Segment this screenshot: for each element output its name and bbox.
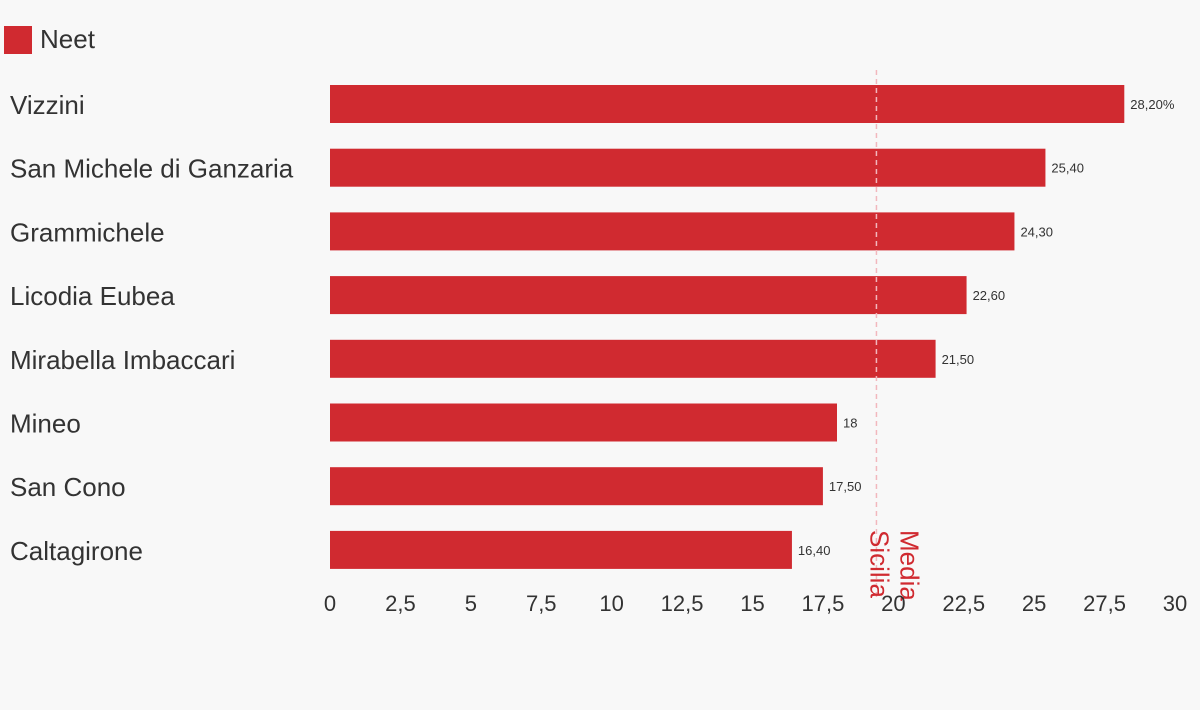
x-tick-label: 20 — [881, 591, 905, 616]
x-tick-label: 17,5 — [802, 591, 845, 616]
bar — [330, 467, 823, 506]
category-label: Caltagirone — [10, 536, 143, 566]
data-label: 16,40 — [798, 543, 831, 558]
bar — [330, 85, 1125, 123]
bar — [330, 148, 1046, 187]
data-label: 17,50 — [829, 479, 862, 494]
category-label: Licodia Eubea — [10, 281, 175, 311]
data-label: 18 — [843, 416, 857, 431]
category-label: Mineo — [10, 409, 81, 439]
x-tick-label: 15 — [740, 591, 764, 616]
legend-label: Neet — [40, 24, 95, 54]
x-tick-label: 25 — [1022, 591, 1046, 616]
bar — [330, 403, 837, 442]
x-tick-label: 0 — [324, 591, 336, 616]
x-tick-label: 7,5 — [526, 591, 557, 616]
data-label: 28,20% — [1130, 97, 1175, 112]
legend-swatch — [4, 25, 32, 54]
bar — [330, 212, 1015, 251]
bar — [330, 530, 792, 569]
data-label: 24,30 — [1020, 224, 1053, 239]
category-label: Mirabella Imbaccari — [10, 345, 235, 375]
x-tick-label: 5 — [465, 591, 477, 616]
x-tick-label: 2,5 — [385, 591, 416, 616]
category-label: San Cono — [10, 472, 126, 502]
data-label: 22,60 — [973, 288, 1006, 303]
reference-label: Sicilia — [864, 530, 894, 598]
reference-label: Media — [894, 530, 924, 601]
x-tick-label: 22,5 — [942, 591, 985, 616]
legend: Neet — [4, 24, 95, 55]
x-tick-label: 30 — [1163, 591, 1187, 616]
category-label: Grammichele — [10, 217, 165, 247]
category-label: Vizzini — [10, 90, 85, 120]
data-label: 25,40 — [1051, 161, 1084, 176]
category-label: San Michele di Ganzaria — [10, 154, 294, 184]
bar — [330, 276, 967, 315]
x-tick-label: 27,5 — [1083, 591, 1126, 616]
x-tick-label: 10 — [599, 591, 623, 616]
data-label: 21,50 — [942, 352, 975, 367]
x-tick-label: 12,5 — [661, 591, 704, 616]
bar — [330, 339, 936, 378]
